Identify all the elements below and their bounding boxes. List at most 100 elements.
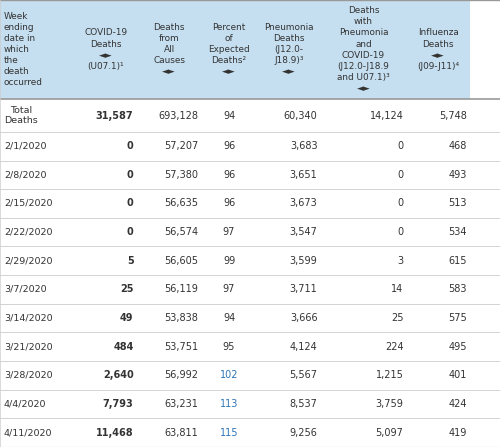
Text: 0: 0	[398, 141, 404, 151]
Bar	[138, 418, 201, 447]
Text: 513: 513	[448, 198, 467, 208]
Text: 5: 5	[127, 256, 134, 266]
Bar	[406, 333, 470, 361]
Bar	[320, 246, 406, 275]
Text: 224: 224	[385, 342, 404, 352]
Bar	[201, 246, 257, 275]
Text: 5,748: 5,748	[439, 110, 467, 121]
Text: 97: 97	[223, 227, 235, 237]
Text: 9,256: 9,256	[290, 428, 318, 438]
Bar	[257, 275, 320, 304]
Text: 2/15/2020: 2/15/2020	[4, 199, 52, 208]
Text: 0: 0	[127, 198, 134, 208]
Bar	[257, 218, 320, 246]
Bar	[74, 99, 138, 132]
Bar	[138, 361, 201, 390]
Text: 575: 575	[448, 313, 467, 323]
Text: 63,231: 63,231	[164, 399, 198, 409]
Text: 583: 583	[448, 284, 467, 295]
Text: Week
ending
date in
which
the
death
occurred: Week ending date in which the death occu…	[4, 12, 43, 87]
Text: Percent
of
Expected
Deaths²
◄►: Percent of Expected Deaths² ◄►	[208, 23, 250, 76]
Bar	[201, 160, 257, 189]
Bar	[74, 189, 138, 218]
Bar	[138, 189, 201, 218]
Bar	[201, 132, 257, 160]
Text: Total
Deaths: Total Deaths	[4, 106, 38, 125]
Bar	[201, 0, 257, 99]
Bar	[0, 333, 74, 361]
Bar	[201, 333, 257, 361]
Text: 3,666: 3,666	[290, 313, 318, 323]
Bar	[406, 218, 470, 246]
Text: 1,215: 1,215	[376, 371, 404, 380]
Text: 11,468: 11,468	[96, 428, 134, 438]
Bar	[0, 189, 74, 218]
Text: 25: 25	[120, 284, 134, 295]
Text: 495: 495	[448, 342, 467, 352]
Bar	[201, 99, 257, 132]
Bar	[320, 333, 406, 361]
Bar	[201, 304, 257, 333]
Bar	[138, 132, 201, 160]
Bar	[138, 390, 201, 418]
Text: 63,811: 63,811	[164, 428, 198, 438]
Text: 14: 14	[391, 284, 404, 295]
Bar	[0, 390, 74, 418]
Text: 3/21/2020: 3/21/2020	[4, 342, 52, 351]
Bar	[138, 99, 201, 132]
Bar	[320, 99, 406, 132]
Text: 56,992: 56,992	[164, 371, 198, 380]
Bar	[74, 246, 138, 275]
Text: 493: 493	[448, 170, 467, 180]
Bar	[138, 275, 201, 304]
Bar	[320, 275, 406, 304]
Text: 113: 113	[220, 399, 238, 409]
Bar	[257, 189, 320, 218]
Bar	[201, 390, 257, 418]
Text: 468: 468	[448, 141, 467, 151]
Text: 96: 96	[223, 141, 235, 151]
Text: 424: 424	[448, 399, 467, 409]
Bar	[406, 0, 470, 99]
Text: 4/4/2020: 4/4/2020	[4, 400, 46, 409]
Bar	[74, 361, 138, 390]
Text: 4/11/2020: 4/11/2020	[4, 428, 52, 437]
Text: 14,124: 14,124	[370, 110, 404, 121]
Bar	[257, 304, 320, 333]
Bar	[201, 189, 257, 218]
Text: 53,751: 53,751	[164, 342, 198, 352]
Bar	[0, 132, 74, 160]
Bar	[0, 0, 74, 99]
Bar	[320, 189, 406, 218]
Bar	[406, 361, 470, 390]
Bar	[406, 189, 470, 218]
Text: 2/22/2020: 2/22/2020	[4, 228, 52, 236]
Text: 56,119: 56,119	[164, 284, 198, 295]
Bar	[0, 246, 74, 275]
Bar	[406, 160, 470, 189]
Text: Pneumonia
Deaths
(J12.0-
J18.9)³
◄►: Pneumonia Deaths (J12.0- J18.9)³ ◄►	[264, 23, 314, 76]
Bar	[0, 218, 74, 246]
Bar	[74, 333, 138, 361]
Text: 115: 115	[220, 428, 238, 438]
Bar	[320, 304, 406, 333]
Bar	[74, 218, 138, 246]
Text: 94: 94	[223, 110, 235, 121]
Text: 102: 102	[220, 371, 238, 380]
Bar	[320, 418, 406, 447]
Text: 693,128: 693,128	[158, 110, 198, 121]
Text: 0: 0	[127, 141, 134, 151]
Text: 60,340: 60,340	[284, 110, 318, 121]
Bar	[257, 246, 320, 275]
Text: 31,587: 31,587	[96, 110, 134, 121]
Text: 5,097: 5,097	[376, 428, 404, 438]
Text: 57,380: 57,380	[164, 170, 198, 180]
Text: 401: 401	[448, 371, 467, 380]
Text: 615: 615	[448, 256, 467, 266]
Text: 3,547: 3,547	[290, 227, 318, 237]
Bar	[406, 275, 470, 304]
Bar	[257, 160, 320, 189]
Bar	[74, 0, 138, 99]
Text: 97: 97	[223, 284, 235, 295]
Text: 0: 0	[398, 170, 404, 180]
